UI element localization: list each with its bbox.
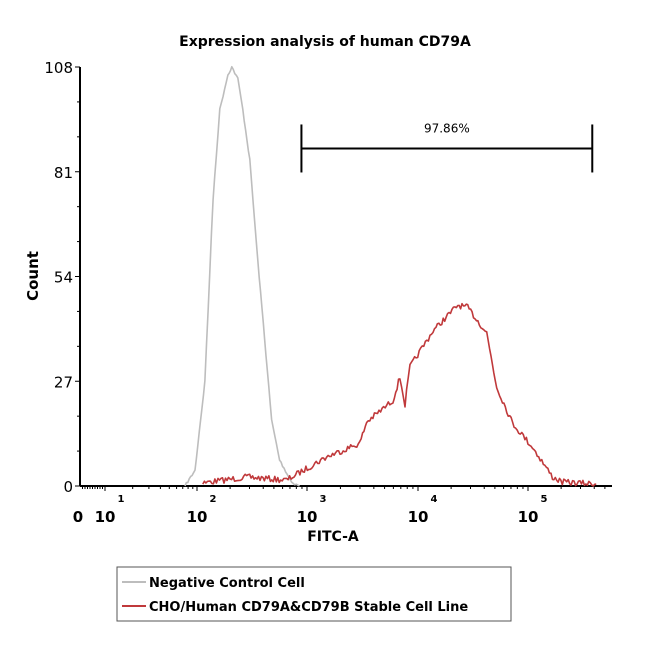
gate-percent-label: 97.86% xyxy=(424,121,470,135)
y-tick-label: 0 xyxy=(63,478,73,496)
y-tick-label: 81 xyxy=(54,164,73,182)
x-tick-exponent: 3 xyxy=(320,494,327,505)
series-stable-cell-line xyxy=(202,302,597,487)
x-tick-exponent: 1 xyxy=(118,494,125,505)
series-negative-control-line xyxy=(184,65,300,487)
x-axis-label: FITC-A xyxy=(307,529,359,545)
x-tick-label: 10 xyxy=(297,508,318,526)
x-tick-exponent: 4 xyxy=(431,494,438,505)
x-tick-exponent: 5 xyxy=(541,494,548,505)
chart-title: Expression analysis of human CD79A xyxy=(179,34,471,50)
legend-label-negative-control: Negative Control Cell xyxy=(149,576,305,591)
x-tick-label: 10 xyxy=(95,508,116,526)
x-tick-label: 0 xyxy=(73,508,83,526)
legend: Negative Control Cell CHO/Human CD79A&CD… xyxy=(116,566,512,622)
y-tick-label: 27 xyxy=(54,373,73,391)
x-tick-exponent: 2 xyxy=(210,494,217,505)
y-tick-label: 108 xyxy=(44,59,73,77)
y-axis-label: Count xyxy=(24,251,42,301)
x-tick-label: 10 xyxy=(408,508,429,526)
series-layer xyxy=(184,65,597,487)
legend-box xyxy=(116,566,512,622)
legend-label-stable-cell-line: CHO/Human CD79A&CD79B Stable Cell Line xyxy=(149,600,468,615)
x-tick-label: 10 xyxy=(187,508,208,526)
x-tick-label: 10 xyxy=(518,508,539,526)
y-tick-label: 54 xyxy=(54,269,73,287)
gate-marker: 97.86% xyxy=(300,121,594,173)
